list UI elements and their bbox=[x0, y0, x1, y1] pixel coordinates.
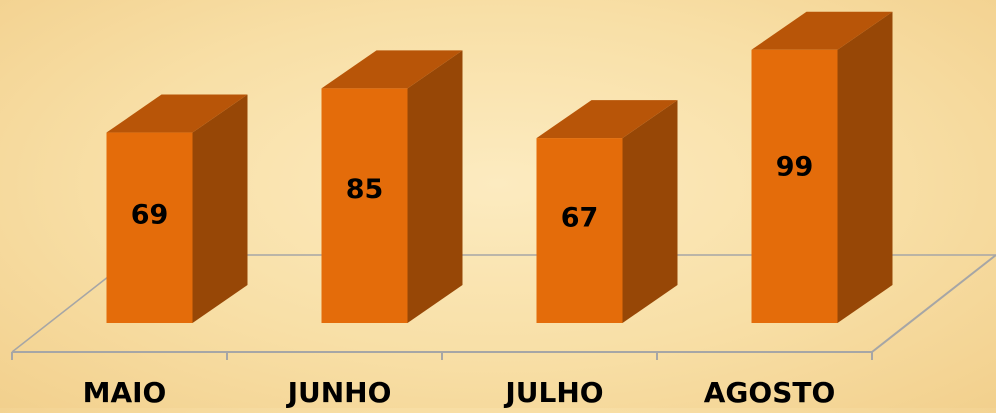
bar-top-face bbox=[536, 100, 678, 139]
floor-right-edge bbox=[871, 254, 996, 353]
bar-side-face bbox=[837, 11, 893, 323]
bar-front-face bbox=[321, 88, 408, 324]
data-label: 67 bbox=[561, 203, 599, 234]
bar-agosto bbox=[751, 11, 893, 323]
category-label: MAIO bbox=[83, 376, 167, 408]
bar-side-face bbox=[192, 94, 248, 323]
bar-front-face bbox=[751, 49, 838, 323]
bar-top-face bbox=[751, 11, 893, 50]
bar-julho bbox=[536, 100, 678, 323]
category-label: JULHO bbox=[503, 376, 603, 408]
data-label: 85 bbox=[346, 174, 384, 205]
bar-maio bbox=[106, 94, 248, 323]
category-label: JUNHO bbox=[286, 376, 392, 408]
chart-bars bbox=[106, 11, 893, 324]
data-label: 99 bbox=[776, 152, 814, 183]
bar-junho bbox=[321, 50, 463, 324]
bar-side-face bbox=[622, 100, 678, 323]
bar-front-face bbox=[106, 132, 193, 323]
data-label: 69 bbox=[131, 200, 169, 231]
bar-side-face bbox=[407, 50, 463, 324]
bar-front-face bbox=[536, 138, 623, 323]
bar-top-face bbox=[321, 50, 463, 89]
category-label: AGOSTO bbox=[704, 376, 836, 408]
chart-labels: 69 MAIO 85 JUNHO 67 JULHO 99 AGOSTO bbox=[83, 152, 836, 409]
bar-top-face bbox=[106, 94, 248, 133]
